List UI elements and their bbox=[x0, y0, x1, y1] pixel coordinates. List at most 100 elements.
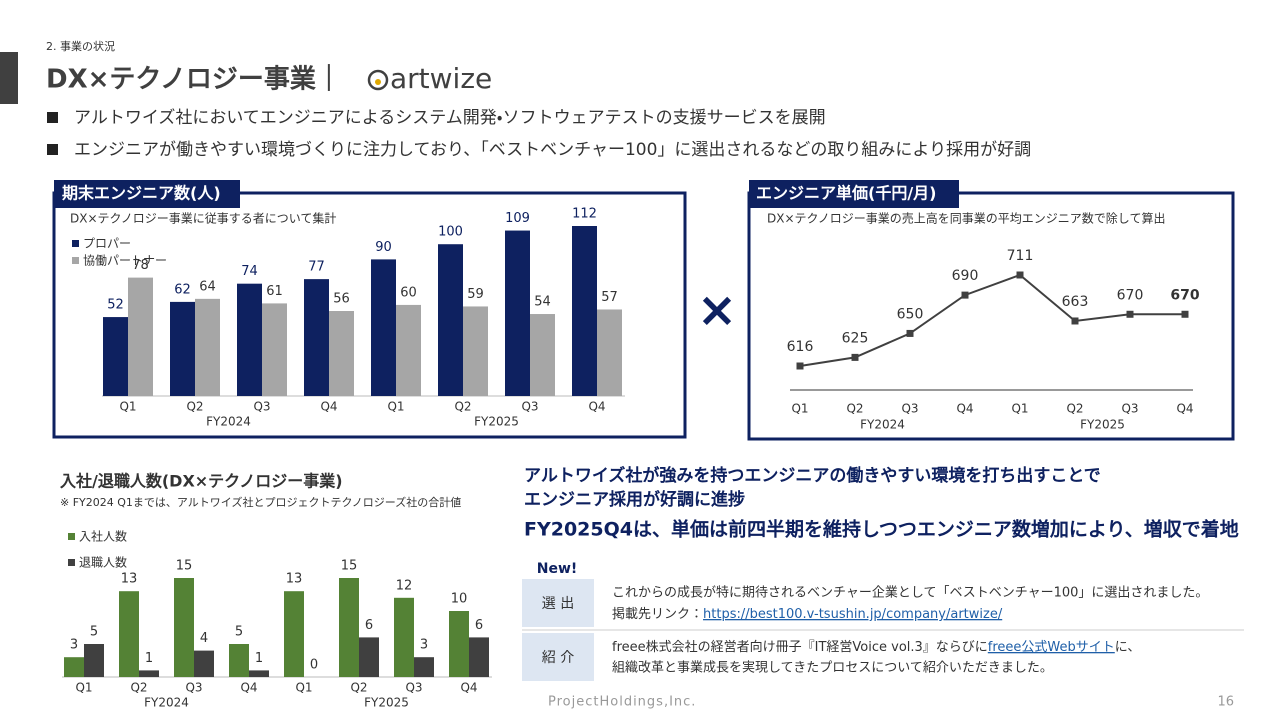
x-tick-label: Q3 bbox=[185, 681, 202, 695]
bullet: アルトワイズ社においてエンジニアによるシステム開発・ソフトウェアテストの支援サー… bbox=[74, 108, 826, 128]
x-group-label: FY2025 bbox=[364, 696, 409, 710]
news-link[interactable]: https://best100.v-tsushin.jp/company/art… bbox=[703, 607, 1003, 622]
x-tick-label: Q1 bbox=[75, 681, 92, 695]
legend-swatch bbox=[68, 559, 75, 566]
logo-dot bbox=[375, 79, 381, 85]
multiply-sign: × bbox=[697, 282, 737, 338]
x-tick-label: Q1 bbox=[295, 681, 312, 695]
x-tick-label: Q3 bbox=[521, 400, 538, 414]
data-label: 59 bbox=[467, 287, 484, 302]
bar bbox=[438, 244, 463, 396]
x-tick-label: Q2 bbox=[846, 402, 863, 416]
legend-label: 退職人数 bbox=[79, 555, 127, 570]
news-label-bg bbox=[522, 633, 594, 681]
data-label: 663 bbox=[1062, 294, 1089, 310]
footer-company: ProjectHoldings,Inc. bbox=[548, 695, 696, 710]
bar bbox=[229, 644, 249, 677]
logo-mark bbox=[367, 69, 389, 91]
x-tick-label: Q1 bbox=[119, 400, 136, 414]
bar bbox=[414, 657, 434, 677]
data-label: 0 bbox=[310, 658, 318, 673]
bar bbox=[64, 657, 84, 677]
x-tick-label: Q3 bbox=[901, 402, 918, 416]
news-text: 掲載先リンク： bbox=[612, 606, 703, 622]
bar bbox=[174, 578, 194, 677]
bar bbox=[103, 317, 128, 396]
data-label: 62 bbox=[174, 282, 191, 297]
message-line: アルトワイズ社が強みを持つエンジニアの働きやすい環境を打ち出すことで bbox=[524, 465, 1101, 486]
x-tick-label: Q3 bbox=[1121, 402, 1138, 416]
bar bbox=[396, 304, 421, 396]
x-tick-label: Q2 bbox=[350, 681, 367, 695]
data-label: 5 bbox=[90, 625, 98, 640]
data-label: 670 bbox=[1117, 287, 1144, 303]
chart-tab bbox=[54, 180, 240, 208]
news-text: に、 bbox=[1115, 640, 1141, 655]
data-label: 54 bbox=[534, 295, 551, 310]
x-tick-label: Q3 bbox=[253, 400, 270, 414]
legend-label: プロパー bbox=[83, 237, 131, 251]
x-group-label: FY2024 bbox=[206, 415, 251, 429]
chart-tab bbox=[749, 180, 959, 208]
section-label: 2. 事業の状況 bbox=[46, 39, 115, 53]
bar bbox=[359, 637, 379, 677]
data-label: 4 bbox=[200, 631, 208, 646]
chart-subtitle: ※ FY2024 Q1までは、アルトワイズ社とプロジェクトテクノロジーズ社の合計… bbox=[60, 495, 461, 509]
x-tick-label: Q4 bbox=[588, 400, 605, 414]
data-label: 670 bbox=[1170, 287, 1199, 303]
bullet-mark bbox=[47, 112, 58, 123]
bar bbox=[128, 277, 153, 396]
data-label: 10 bbox=[451, 592, 468, 607]
news-label: 紹 介 bbox=[542, 650, 574, 666]
news-text: freee株式会社の経営者向け冊子『IT経営Voice vol.3』ならびにfr… bbox=[612, 639, 1140, 655]
data-label: 90 bbox=[375, 240, 392, 255]
point bbox=[796, 362, 804, 370]
chart-title: 入社/退職人数(DX×テクノロジー事業) bbox=[59, 472, 343, 491]
point bbox=[851, 353, 859, 361]
point bbox=[1071, 317, 1079, 325]
data-label: 15 bbox=[341, 559, 358, 574]
bar bbox=[84, 644, 104, 677]
point bbox=[961, 291, 969, 299]
data-label: 5 bbox=[235, 625, 243, 640]
news-badge: New! bbox=[537, 561, 578, 577]
bar bbox=[304, 279, 329, 396]
bar bbox=[469, 637, 489, 677]
legend-swatch bbox=[68, 533, 75, 540]
news-text: 組織改革と事業成長を実現してきたプロセスについて紹介いただきました。 bbox=[612, 660, 1053, 676]
data-label: 3 bbox=[420, 638, 428, 653]
x-tick-label: Q4 bbox=[1176, 402, 1193, 416]
logo-text: artwize bbox=[390, 62, 492, 95]
data-label: 13 bbox=[121, 572, 138, 587]
bar bbox=[284, 591, 304, 677]
bar bbox=[339, 578, 359, 677]
data-label: 52 bbox=[107, 298, 124, 313]
bar bbox=[597, 309, 622, 396]
news-text: これからの成長が特に期待されるベンチャー企業として「ベストベンチャー100」に選… bbox=[612, 585, 1208, 601]
data-label: 1 bbox=[255, 651, 263, 666]
data-label: 690 bbox=[952, 268, 979, 284]
page-number: 16 bbox=[1217, 695, 1234, 710]
chart-title: エンジニア単価(千円/月) bbox=[756, 184, 936, 203]
page-title: DX×テクノロジー事業｜ bbox=[46, 64, 342, 95]
x-tick-label: Q2 bbox=[130, 681, 147, 695]
news-link[interactable]: freee公式Webサイト bbox=[988, 640, 1115, 655]
line bbox=[799, 273, 1185, 367]
bar bbox=[237, 283, 262, 396]
bar bbox=[195, 298, 220, 396]
bullet-mark bbox=[47, 144, 58, 155]
bar bbox=[505, 230, 530, 396]
data-label: 6 bbox=[365, 618, 373, 633]
bar bbox=[249, 670, 269, 677]
bar bbox=[170, 301, 195, 396]
message-headline: FY2025Q4は、単価は前四半期を維持しつつエンジニア数増加により、増収で着地 bbox=[524, 518, 1239, 541]
bullet: エンジニアが働きやすい環境づくりに注力しており、「ベストベンチャー100」に選出… bbox=[74, 140, 1031, 160]
bar bbox=[262, 303, 287, 396]
data-label: 77 bbox=[308, 260, 325, 275]
data-label: 13 bbox=[286, 572, 303, 587]
x-tick-label: Q4 bbox=[240, 681, 257, 695]
bar bbox=[371, 259, 396, 396]
legend-swatch bbox=[72, 240, 79, 247]
